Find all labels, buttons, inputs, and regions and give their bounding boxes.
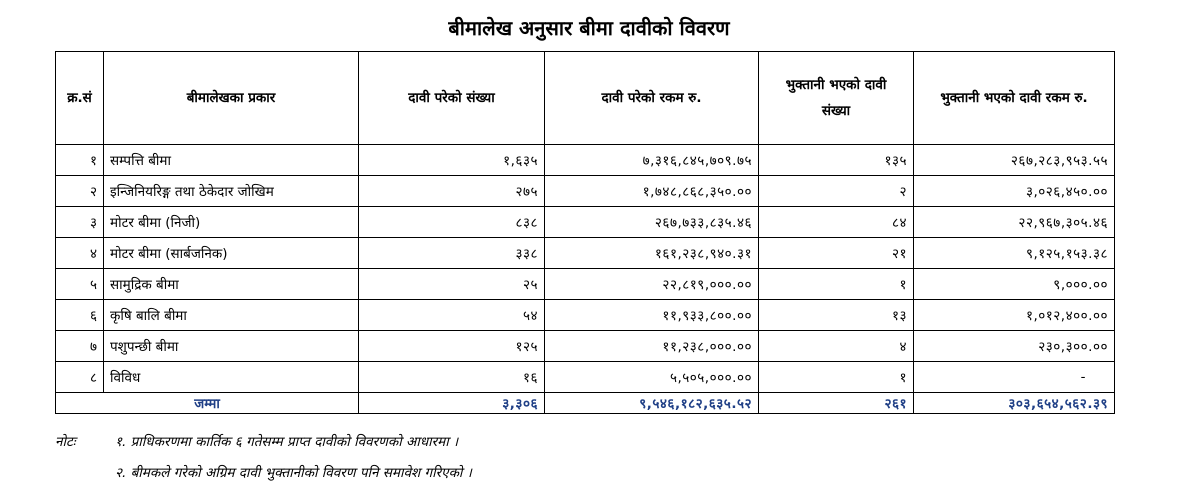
- page-title: बीमालेख अनुसार बीमा दावीको विवरण: [448, 16, 730, 40]
- header-policy-type: बीमालेखका प्रकार: [103, 51, 359, 145]
- table-row: ८ विविध १६ ५,५०५,०००.०० १ -: [55, 361, 1115, 393]
- table-row: ५ सामुद्रिक बीमा २५ २२,८१९,०००.०० १ ९,००…: [55, 268, 1115, 300]
- row-paid-amount: १,०१२,४००.००: [913, 299, 1115, 331]
- row-claim-amount: १,७४८,८६८,३५०.००: [544, 175, 759, 207]
- note-text-1: १. प्राधिकरणमा कार्तिक ६ गतेसम्म प्राप्त…: [115, 434, 459, 450]
- note-line-2: २. बीमकले गरेको अग्रिम दावी भुक्तानीको व…: [115, 463, 472, 481]
- row-claim-amount: ११,२३८,०००.००: [544, 330, 759, 362]
- row-claim-count: १,६३५: [358, 144, 545, 176]
- header-claim-count: दावी परेको संख्या: [358, 51, 545, 145]
- total-claim-count: ३,३०६: [358, 392, 545, 414]
- row-paid-amount: २३०,३००.००: [913, 330, 1115, 362]
- row-paid-count: १३५: [758, 144, 914, 176]
- note-line-1: नोटः १. प्राधिकरणमा कार्तिक ६ गतेसम्म प्…: [55, 432, 458, 450]
- row-paid-count: १३: [758, 299, 914, 331]
- row-claim-amount: ७,३१६,८४५,७०९.७५: [544, 144, 759, 176]
- row-policy-type: पशुपन्छी बीमा: [103, 330, 359, 362]
- row-serial: ६: [55, 299, 104, 331]
- table-row: १ सम्पत्ति बीमा १,६३५ ७,३१६,८४५,७०९.७५ १…: [55, 144, 1115, 176]
- row-serial: ३: [55, 206, 104, 238]
- claims-table: क्र.सं बीमालेखका प्रकार दावी परेको संख्य…: [55, 51, 1115, 414]
- table-row: २ इन्जिनियरिङ्ग तथा ठेकेदार जोखिम २७५ १,…: [55, 175, 1115, 207]
- row-paid-amount: २६७,२८३,९५३.५५: [913, 144, 1115, 176]
- row-policy-type: इन्जिनियरिङ्ग तथा ठेकेदार जोखिम: [103, 175, 359, 207]
- row-serial: ७: [55, 330, 104, 362]
- row-policy-type: सम्पत्ति बीमा: [103, 144, 359, 176]
- row-claim-amount: ५,५०५,०००.००: [544, 361, 759, 393]
- row-policy-type: मोटर बीमा (सार्बजनिक): [103, 237, 359, 269]
- header-paid-amount: भुक्तानी भएको दावी रकम रु.: [913, 51, 1115, 145]
- row-policy-type: विविध: [103, 361, 359, 393]
- row-paid-amount: ३,०२६,४५०.००: [913, 175, 1115, 207]
- row-claim-count: २७५: [358, 175, 545, 207]
- header-claim-amount: दावी परेको रकम रु.: [544, 51, 759, 145]
- row-paid-count: २: [758, 175, 914, 207]
- row-claim-count: १२५: [358, 330, 545, 362]
- row-paid-amount: -: [913, 361, 1115, 393]
- row-claim-amount: २२,८१९,०००.००: [544, 268, 759, 300]
- row-claim-count: ३३८: [358, 237, 545, 269]
- row-serial: ५: [55, 268, 104, 300]
- row-policy-type: कृषि बालि बीमा: [103, 299, 359, 331]
- total-paid-amount: ३०३,६५४,५६२.३९: [913, 392, 1115, 414]
- row-policy-type: मोटर बीमा (निजी): [103, 206, 359, 238]
- note-label: नोटः: [55, 434, 76, 450]
- row-paid-count: ८४: [758, 206, 914, 238]
- header-paid-count: भुक्तानी भएको दावी संख्या: [758, 51, 914, 145]
- table-header-row: क्र.सं बीमालेखका प्रकार दावी परेको संख्य…: [55, 51, 1115, 145]
- row-paid-count: २१: [758, 237, 914, 269]
- total-label: जम्मा: [55, 392, 359, 414]
- row-serial: १: [55, 144, 104, 176]
- note-text-2: २. बीमकले गरेको अग्रिम दावी भुक्तानीको व…: [115, 465, 472, 481]
- total-row: जम्मा ३,३०६ ९,५४६,१८२,६३५.५२ २६१ ३०३,६५४…: [55, 392, 1115, 414]
- row-claim-count: २५: [358, 268, 545, 300]
- total-claim-amount: ९,५४६,१८२,६३५.५२: [544, 392, 759, 414]
- table-row: ६ कृषि बालि बीमा ५४ ११,९३३,८००.०० १३ १,०…: [55, 299, 1115, 331]
- row-paid-amount: ९,०००.००: [913, 268, 1115, 300]
- row-paid-amount: २२,९६७,३०५.४६: [913, 206, 1115, 238]
- row-claim-count: ८३८: [358, 206, 545, 238]
- row-policy-type: सामुद्रिक बीमा: [103, 268, 359, 300]
- row-claim-count: ५४: [358, 299, 545, 331]
- table-row: ३ मोटर बीमा (निजी) ८३८ २६७,७३३,८३५.४६ ८४…: [55, 206, 1115, 238]
- row-paid-amount: ९,१२५,१५३.३८: [913, 237, 1115, 269]
- row-claim-amount: १६१,२३८,९४०.३१: [544, 237, 759, 269]
- table-row: ४ मोटर बीमा (सार्बजनिक) ३३८ १६१,२३८,९४०.…: [55, 237, 1115, 269]
- header-serial: क्र.सं: [55, 51, 104, 145]
- row-claim-amount: ११,९३३,८००.००: [544, 299, 759, 331]
- row-paid-count: १: [758, 361, 914, 393]
- total-paid-count: २६१: [758, 392, 914, 414]
- row-claim-count: १६: [358, 361, 545, 393]
- row-serial: ४: [55, 237, 104, 269]
- table-row: ७ पशुपन्छी बीमा १२५ ११,२३८,०००.०० ४ २३०,…: [55, 330, 1115, 362]
- row-paid-count: ४: [758, 330, 914, 362]
- row-serial: २: [55, 175, 104, 207]
- row-claim-amount: २६७,७३३,८३५.४६: [544, 206, 759, 238]
- row-paid-count: १: [758, 268, 914, 300]
- row-serial: ८: [55, 361, 104, 393]
